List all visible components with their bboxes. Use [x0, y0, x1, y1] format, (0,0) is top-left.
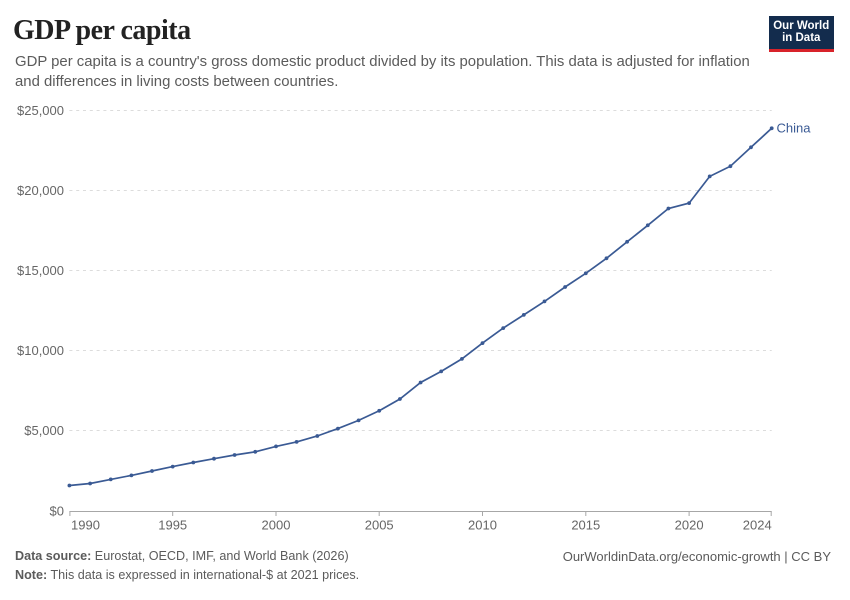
svg-text:2024: 2024: [743, 518, 772, 533]
svg-text:1995: 1995: [158, 518, 187, 533]
svg-text:$15,000: $15,000: [17, 263, 64, 278]
svg-text:1990: 1990: [71, 518, 100, 533]
svg-text:2020: 2020: [675, 518, 704, 533]
svg-text:2000: 2000: [262, 518, 291, 533]
svg-text:$0: $0: [50, 504, 64, 519]
svg-text:2015: 2015: [571, 518, 600, 533]
svg-text:China: China: [777, 121, 812, 136]
svg-text:2005: 2005: [365, 518, 394, 533]
svg-text:$20,000: $20,000: [17, 183, 64, 198]
svg-text:$10,000: $10,000: [17, 343, 64, 358]
svg-text:$25,000: $25,000: [17, 103, 64, 118]
svg-text:2010: 2010: [468, 518, 497, 533]
svg-text:$5,000: $5,000: [24, 423, 64, 438]
